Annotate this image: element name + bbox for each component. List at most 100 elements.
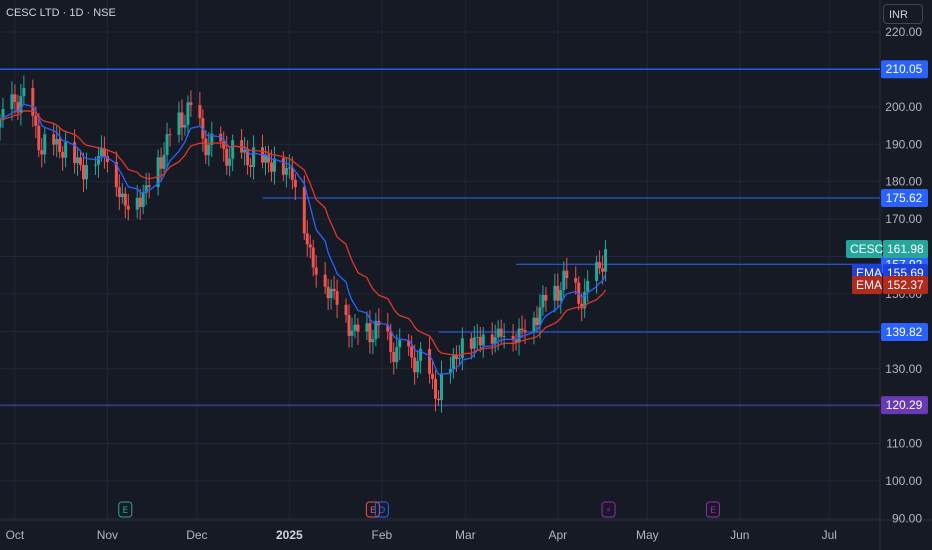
candle-body [392,352,396,363]
candle-body [502,335,506,337]
candle-body [490,334,494,344]
candle-body [410,346,414,358]
candle-body [76,157,80,164]
candle-body [144,185,148,193]
candle-body [281,158,285,175]
candle-body [82,164,86,180]
candle-body [293,179,297,188]
candle-body [102,148,106,157]
candle-body [96,155,100,165]
candle-body [43,134,47,155]
x-tick-label: Feb [371,528,392,542]
candle-body [580,303,584,309]
candle-body [85,165,89,180]
candle-body [55,138,59,145]
candle-body [168,134,172,136]
candle-body [123,193,127,206]
candle-body [565,270,569,279]
candle-body [499,328,503,337]
candle-body [556,285,560,301]
candle-body [210,133,214,145]
candle-body [520,328,524,331]
x-tick-label: Jun [730,528,749,542]
candle-body [326,286,330,299]
candle-body [389,331,393,353]
event-marker-letter: D [378,506,385,516]
candle-body [19,96,23,113]
candle-body [79,157,83,165]
candle-body [544,294,548,301]
event-marker [705,501,720,518]
x-tick-label: May [636,528,659,542]
level-tag [881,396,928,415]
candle-body [31,88,35,116]
candle-body [332,288,336,292]
ema-slow-label: EMA [856,278,883,293]
candle-body [222,141,226,149]
candle-body [16,102,20,113]
candle-body [141,192,145,207]
y-tick-label: 170.00 [885,212,922,226]
candle-body [344,304,348,315]
candle-body [517,328,521,343]
candle-body [290,167,294,180]
candle-body [162,155,166,169]
candle-body [284,167,288,175]
candle-body [496,328,500,338]
candle-body [350,330,354,336]
symbol-header[interactable]: CESC LTD · 1D · NSE [6,7,116,19]
candle-body [52,134,56,145]
level-tag-label: 210.05 [886,62,923,76]
candle-body [99,148,103,156]
candle-body [269,162,273,172]
candle-body [0,120,2,128]
candle-body [431,373,435,379]
candle-body [493,337,497,344]
y-tick-label: 190.00 [885,137,922,151]
candle-body [541,294,545,308]
candle-body [532,317,536,333]
candle-body [395,347,399,363]
candle-body [13,94,17,103]
y-tick-label: 110.00 [886,437,922,451]
candle-body [147,185,151,188]
candle-body [323,274,327,287]
candle-body [347,314,351,336]
y-tick-label: 220.00 [885,25,922,39]
symbol-price-tag: CESC [846,240,884,259]
level-tag [881,189,928,208]
candle-body [386,325,390,332]
candle-body [472,337,476,349]
candle-body [457,357,461,359]
candle-body [553,285,557,301]
candle-body [305,233,309,245]
candle-body [186,102,190,126]
candle-body [511,335,515,341]
candle-body [419,349,423,361]
level-tag-label: 175.62 [886,191,923,205]
candle-body [428,349,432,374]
candle-body [189,102,193,105]
candle-body [64,142,68,158]
event-marker-letter: E [122,506,128,516]
candle-body [156,157,160,188]
candle-body [246,150,250,166]
candle-body [207,144,211,156]
candle-body [138,197,142,207]
candle-body [434,378,438,399]
candle-body [228,158,232,166]
candle-body [586,280,590,292]
symbol-label: CESC [850,242,884,257]
ema-fast-line [0,103,607,376]
candle-body [371,339,375,343]
candle-body [604,249,608,272]
candle-body [231,140,235,159]
candle-body [243,150,247,153]
level-tag [881,60,928,79]
candle-body [574,278,578,283]
currency-button[interactable]: INR [883,4,923,24]
candle-body [478,336,482,346]
candle-body [454,355,458,359]
y-tick-label: 180.00 [885,175,922,189]
